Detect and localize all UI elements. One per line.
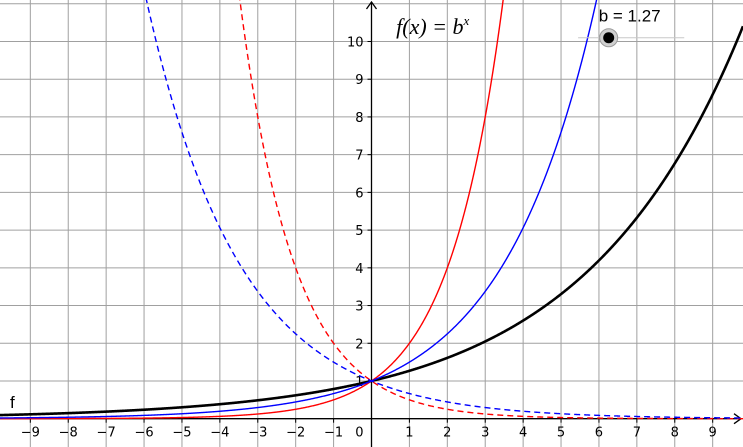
x-axis-ticks: −9 −8 −7 −6 −5 −4 −3 −2 −1 1 2 3 4 5 6 7 8 9 bbox=[21, 418, 717, 441]
x-tick-label: 3 bbox=[481, 426, 489, 441]
curve-base-1-5 bbox=[0, 0, 598, 419]
x-tick-label: −1 bbox=[324, 426, 343, 441]
x-tick-label: 1 bbox=[405, 426, 413, 441]
curve-base-0-6667 bbox=[145, 0, 743, 419]
x-tick-label: −3 bbox=[248, 426, 267, 441]
x-tick-label: 5 bbox=[557, 426, 565, 441]
x-tick-label: −9 bbox=[21, 426, 40, 441]
x-tick-label: −2 bbox=[286, 426, 305, 441]
x-tick-label: −5 bbox=[172, 426, 191, 441]
x-tick-label: 2 bbox=[443, 426, 451, 441]
x-tick-label: −7 bbox=[97, 426, 116, 441]
curves bbox=[0, 0, 743, 420]
y-tick-label: 3 bbox=[355, 300, 363, 315]
origin-label: 0 bbox=[355, 426, 363, 441]
x-tick-label: 9 bbox=[709, 426, 717, 441]
curve-base-0-5 bbox=[239, 0, 743, 420]
curve-base-2 bbox=[0, 0, 504, 420]
y-tick-label: 7 bbox=[355, 149, 363, 164]
y-tick-label: 6 bbox=[355, 186, 363, 201]
y-tick-label: 2 bbox=[355, 337, 363, 352]
x-tick-label: −4 bbox=[210, 426, 229, 441]
x-tick-label: −8 bbox=[59, 426, 78, 441]
function-formula: f(x) = bx bbox=[396, 13, 469, 39]
slider-value-label: b = 1.27 bbox=[599, 7, 661, 26]
x-tick-label: 4 bbox=[519, 426, 527, 441]
x-tick-label: −6 bbox=[134, 426, 153, 441]
y-tick-label: 4 bbox=[355, 262, 363, 277]
y-tick-label: 9 bbox=[355, 73, 363, 88]
slider-b[interactable]: b = 1.27 bbox=[578, 7, 685, 48]
x-tick-label: 6 bbox=[595, 426, 603, 441]
y-tick-label: 10 bbox=[347, 35, 364, 50]
y-tick-label: 5 bbox=[355, 224, 363, 239]
y-tick-label: 8 bbox=[355, 111, 363, 126]
y-axis-arrow bbox=[365, 0, 378, 10]
x-tick-label: 8 bbox=[671, 426, 679, 441]
x-tick-label: 7 bbox=[633, 426, 641, 441]
slider-handle[interactable] bbox=[603, 32, 615, 44]
curve-name-f: f bbox=[10, 393, 15, 412]
